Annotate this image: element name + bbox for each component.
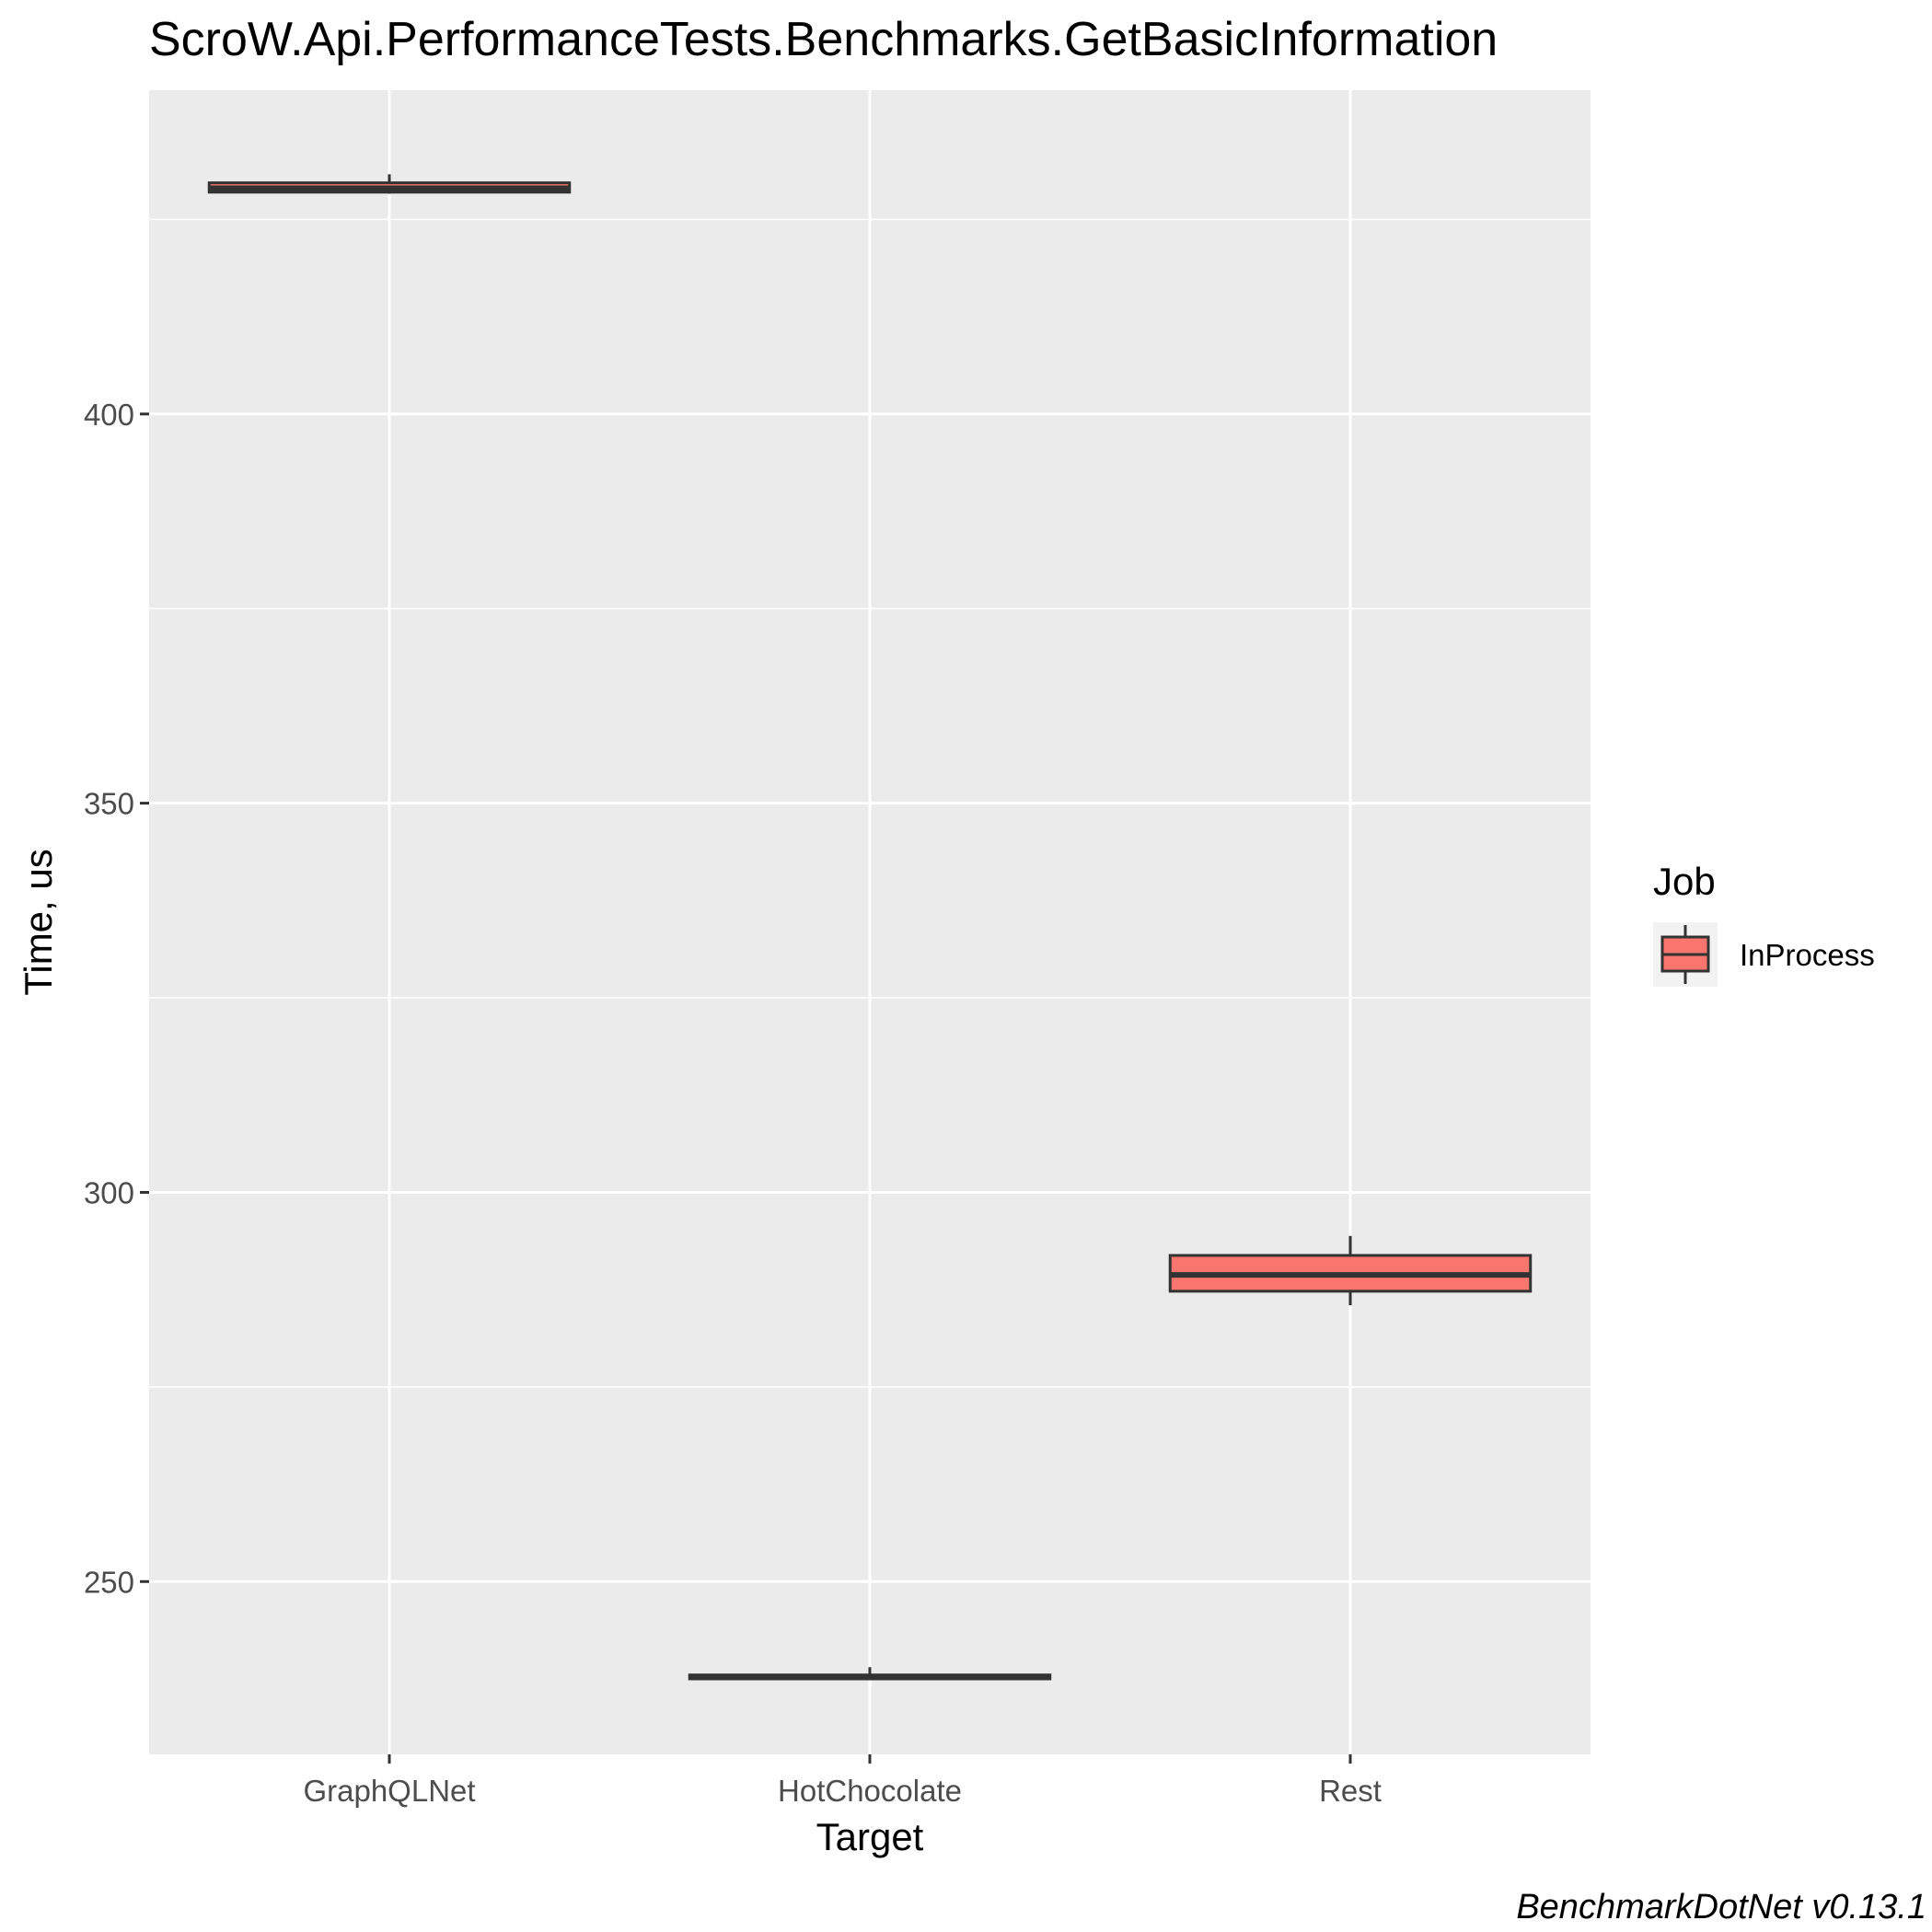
- box-graphqlnet: [207, 174, 572, 194]
- y-tick-label: 400: [84, 398, 134, 432]
- y-axis: 250 300 350 400: [84, 398, 149, 1599]
- legend-label-inprocess: InProcess: [1740, 938, 1875, 972]
- legend-title: Job: [1653, 860, 1716, 903]
- chart-caption: BenchmarkDotNet v0.13.1: [1516, 1888, 1926, 1926]
- x-tick-label: GraphQLNet: [303, 1774, 475, 1808]
- box-series: [207, 174, 1533, 1681]
- box-hotchocolate: [688, 1667, 1052, 1681]
- legend: Job InProcess: [1653, 860, 1875, 987]
- x-axis-title: Target: [816, 1815, 924, 1858]
- y-tick-label: 350: [84, 787, 134, 821]
- y-axis-title: Time, us: [17, 849, 60, 995]
- x-axis: GraphQLNet HotChocolate Rest: [303, 1754, 1382, 1808]
- y-tick-label: 250: [84, 1565, 134, 1599]
- major-gridlines: [149, 90, 1591, 1754]
- chart-title: ScroW.Api.PerformanceTests.Benchmarks.Ge…: [149, 13, 1498, 66]
- y-tick-label: 300: [84, 1175, 134, 1209]
- box-rest: [1168, 1235, 1533, 1306]
- x-tick-label: HotChocolate: [778, 1774, 962, 1808]
- x-tick-label: Rest: [1319, 1774, 1382, 1808]
